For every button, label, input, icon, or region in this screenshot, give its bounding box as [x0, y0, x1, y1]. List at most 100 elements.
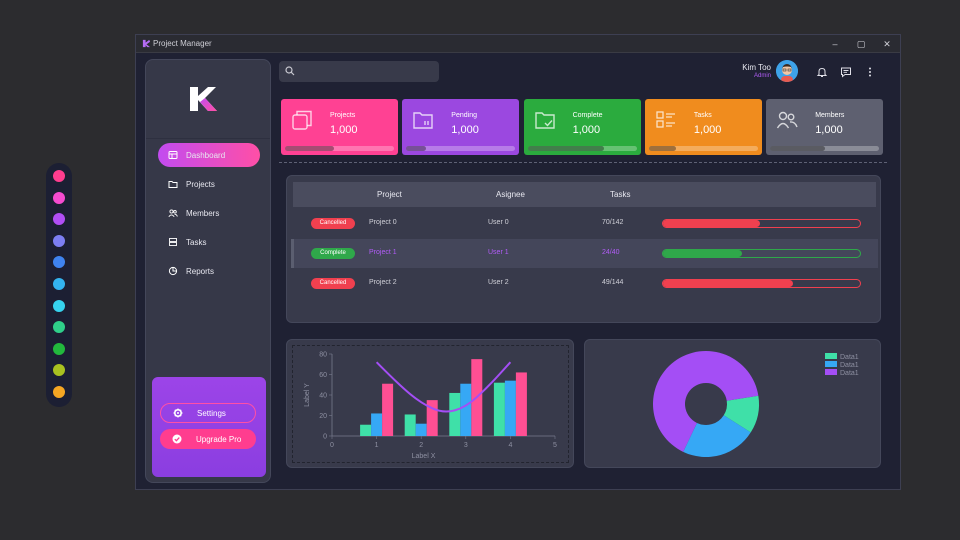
- app-window: Project Manager – ▢ ✕ Dashboard Projects M…: [135, 34, 901, 490]
- stat-value: 1,000: [693, 124, 722, 136]
- avatar[interactable]: [776, 60, 798, 82]
- bar: [382, 383, 394, 436]
- color-palette: [46, 163, 72, 407]
- stat-card-projects[interactable]: Projects 1,000: [281, 99, 398, 155]
- search-box[interactable]: [279, 61, 439, 82]
- sidebar-item-dashboard[interactable]: Dashboard: [158, 143, 260, 167]
- sidebar-item-projects[interactable]: Projects: [158, 172, 260, 196]
- stat-value: 1,000: [815, 124, 843, 136]
- palette-swatch[interactable]: [53, 213, 65, 226]
- dashboard-icon: [168, 151, 178, 159]
- bar: [371, 413, 383, 436]
- task-count: 49/144: [602, 279, 624, 286]
- donut-slice: [683, 415, 751, 457]
- maximize-button[interactable]: ▢: [856, 39, 866, 49]
- stat-card-members[interactable]: Members 1,000: [766, 99, 884, 155]
- status-badge: Cancelled: [311, 278, 355, 289]
- palette-swatch[interactable]: [53, 256, 65, 269]
- search-icon: [285, 66, 295, 76]
- legend-label: Data1: [840, 362, 859, 369]
- stat-progress-bar: [406, 146, 516, 151]
- x-tick-label: 1: [375, 442, 379, 449]
- message-icon[interactable]: [840, 66, 852, 78]
- table-row[interactable]: Cancelled Project 0 User 0 70/142: [291, 209, 878, 238]
- stat-value: 1,000: [451, 124, 479, 136]
- user-role: Admin: [753, 73, 771, 79]
- palette-swatch[interactable]: [53, 364, 65, 377]
- palette-swatch[interactable]: [53, 299, 65, 312]
- status-badge: Cancelled: [311, 218, 355, 229]
- legend-swatch: [825, 369, 837, 375]
- trend-line: [375, 361, 512, 413]
- members-icon: [168, 209, 178, 218]
- upgrade-pro-button[interactable]: Upgrade Pro: [160, 429, 256, 449]
- bar: [460, 383, 472, 436]
- palette-swatch[interactable]: [53, 170, 65, 182]
- close-button[interactable]: ✕: [883, 39, 891, 49]
- table-row[interactable]: Complete Project 1 User 1 24/40: [291, 239, 878, 268]
- stat-progress-fill: [648, 146, 677, 151]
- sidebar-item-reports[interactable]: Reports: [158, 259, 260, 283]
- donut-slice: [723, 395, 759, 433]
- x-tick-label: 0: [330, 442, 334, 449]
- minimize-button[interactable]: –: [832, 39, 838, 49]
- project-name: Project 0: [369, 219, 397, 226]
- stat-label: Tasks: [693, 112, 712, 119]
- palette-swatch[interactable]: [53, 191, 65, 204]
- complete-folder-icon: [534, 112, 555, 129]
- settings-label: Settings: [197, 408, 226, 418]
- column-header-project: Project: [377, 190, 402, 199]
- bar: [404, 414, 416, 436]
- legend-label: Data1: [840, 370, 859, 377]
- stat-progress-fill: [770, 146, 825, 151]
- project-name: Project 1: [369, 249, 397, 256]
- sidebar-item-members[interactable]: Members: [158, 201, 260, 225]
- search-input[interactable]: [299, 64, 434, 79]
- sidebar-item-label: Projects: [186, 179, 215, 189]
- palette-swatch[interactable]: [53, 234, 65, 247]
- sidebar: Dashboard Projects Members Tasks Reports Set…: [145, 59, 271, 483]
- settings-button[interactable]: Settings: [160, 403, 256, 423]
- palette-swatch[interactable]: [53, 386, 65, 398]
- legend-swatch: [825, 353, 837, 359]
- tasks-list-icon: [656, 111, 675, 128]
- bar: [493, 382, 505, 436]
- bell-icon[interactable]: [816, 66, 828, 78]
- projects-table: Project Asignee Tasks Cancelled Project 0…: [286, 175, 881, 323]
- palette-swatch[interactable]: [53, 278, 65, 290]
- bar-chart-frame: 0 20 40 60 80 0 1 2 3 4 5 Label X Label Y: [292, 345, 569, 463]
- sidebar-item-label: Tasks: [186, 237, 207, 247]
- stat-value: 1,000: [572, 124, 601, 136]
- legend-swatch: [825, 361, 837, 367]
- table-header: Project Asignee Tasks: [293, 182, 876, 207]
- palette-swatch[interactable]: [53, 342, 65, 355]
- palette-swatch[interactable]: [53, 321, 65, 334]
- stat-card-pending[interactable]: Pending 1,000: [402, 99, 520, 155]
- stat-progress-fill: [527, 146, 604, 151]
- y-tick-label: 40: [319, 393, 327, 400]
- app-logo: [190, 87, 217, 111]
- bar: [449, 392, 461, 436]
- members-icon: [777, 111, 798, 129]
- task-progress-bar: [662, 279, 861, 288]
- stat-card-tasks[interactable]: Tasks 1,000: [644, 99, 762, 155]
- task-progress-bar: [662, 219, 861, 228]
- project-name: Project 2: [369, 279, 397, 286]
- donut-slice: [653, 351, 759, 452]
- sidebar-divider: [146, 138, 270, 139]
- table-row[interactable]: Cancelled Project 2 User 2 49/144: [291, 269, 878, 298]
- stat-label: Pending: [451, 112, 477, 119]
- sidebar-item-tasks[interactable]: Tasks: [158, 230, 260, 254]
- sidebar-item-label: Reports: [186, 266, 215, 276]
- task-progress-bar: [662, 249, 861, 258]
- stat-card-complete[interactable]: Complete 1,000: [523, 99, 641, 155]
- avatar-image: [776, 60, 798, 82]
- copy-icon: [292, 110, 312, 130]
- stat-label: Members: [815, 112, 845, 119]
- more-options-icon[interactable]: [864, 66, 876, 78]
- stat-progress-bar: [770, 146, 880, 151]
- window-title: Project Manager: [153, 39, 212, 48]
- x-tick-label: 5: [553, 442, 557, 449]
- stat-label: Projects: [330, 112, 356, 119]
- y-tick-label: 20: [319, 413, 327, 420]
